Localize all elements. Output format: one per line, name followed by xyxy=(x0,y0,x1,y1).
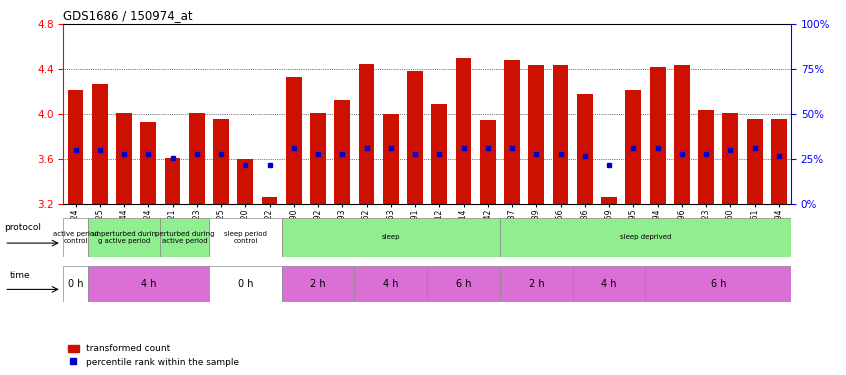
Bar xyxy=(63,266,88,302)
Text: 2 h: 2 h xyxy=(529,279,544,289)
Bar xyxy=(92,84,107,204)
Text: 4 h: 4 h xyxy=(602,279,617,289)
Legend: transformed count, percentile rank within the sample: transformed count, percentile rank withi… xyxy=(68,344,239,367)
Bar xyxy=(161,217,209,257)
Bar xyxy=(189,113,205,204)
Bar xyxy=(209,217,282,257)
Bar xyxy=(771,119,787,204)
Bar xyxy=(573,266,645,302)
Text: 4 h: 4 h xyxy=(140,279,156,289)
Text: perturbed during
active period: perturbed during active period xyxy=(155,231,214,244)
Bar xyxy=(354,266,427,302)
Bar xyxy=(116,113,132,204)
Bar xyxy=(552,65,569,204)
Bar xyxy=(602,196,617,204)
Text: 0 h: 0 h xyxy=(238,279,253,289)
Bar xyxy=(500,217,791,257)
Bar xyxy=(500,266,573,302)
Bar xyxy=(209,266,282,302)
Bar xyxy=(286,77,302,204)
Bar xyxy=(282,266,354,302)
Bar xyxy=(577,94,593,204)
Text: 4 h: 4 h xyxy=(383,279,398,289)
Text: GDS1686 / 150974_at: GDS1686 / 150974_at xyxy=(63,9,193,22)
Bar xyxy=(504,60,520,204)
Bar xyxy=(431,104,448,204)
Bar xyxy=(529,65,544,204)
Bar xyxy=(165,158,180,204)
Bar xyxy=(645,266,791,302)
Text: active period
control: active period control xyxy=(52,231,98,244)
Bar xyxy=(68,90,84,204)
Bar xyxy=(480,120,496,204)
Bar xyxy=(334,100,350,204)
Bar xyxy=(747,119,762,204)
Text: sleep: sleep xyxy=(382,234,400,240)
Bar xyxy=(238,159,253,204)
Bar xyxy=(310,113,326,204)
Bar xyxy=(407,70,423,204)
Bar xyxy=(63,217,88,257)
Bar xyxy=(213,119,229,204)
Text: 6 h: 6 h xyxy=(456,279,471,289)
Bar xyxy=(359,64,375,204)
Bar xyxy=(456,58,471,204)
Bar xyxy=(88,217,161,257)
Bar xyxy=(722,113,739,204)
Bar xyxy=(698,110,714,204)
Bar xyxy=(650,67,666,204)
Bar xyxy=(674,65,689,204)
Bar xyxy=(427,266,500,302)
Text: sleep period
control: sleep period control xyxy=(224,231,266,244)
Bar xyxy=(282,217,500,257)
Bar xyxy=(261,196,277,204)
Text: 0 h: 0 h xyxy=(68,279,83,289)
Text: protocol: protocol xyxy=(4,223,41,232)
Bar xyxy=(140,122,157,204)
Text: 2 h: 2 h xyxy=(310,279,326,289)
Text: unperturbed durin
g active period: unperturbed durin g active period xyxy=(92,231,157,244)
Text: time: time xyxy=(10,271,30,280)
Text: 6 h: 6 h xyxy=(711,279,726,289)
Bar xyxy=(88,266,209,302)
Bar xyxy=(625,90,641,204)
Text: sleep deprived: sleep deprived xyxy=(620,234,671,240)
Bar xyxy=(383,114,398,204)
